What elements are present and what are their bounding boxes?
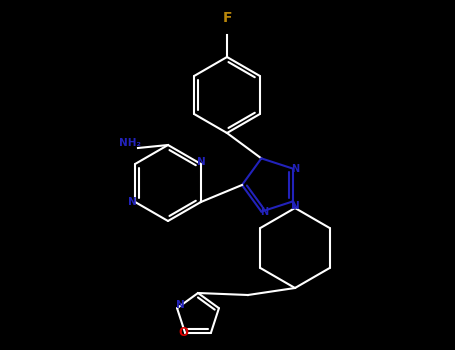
Text: N: N [260,206,268,217]
Text: N: N [291,201,299,211]
Text: N: N [176,300,184,310]
Text: N: N [197,157,205,167]
Text: N: N [128,197,136,207]
Text: F: F [222,11,232,25]
Text: N: N [292,163,300,174]
Text: NH₂: NH₂ [119,138,141,148]
Text: O: O [178,326,188,339]
